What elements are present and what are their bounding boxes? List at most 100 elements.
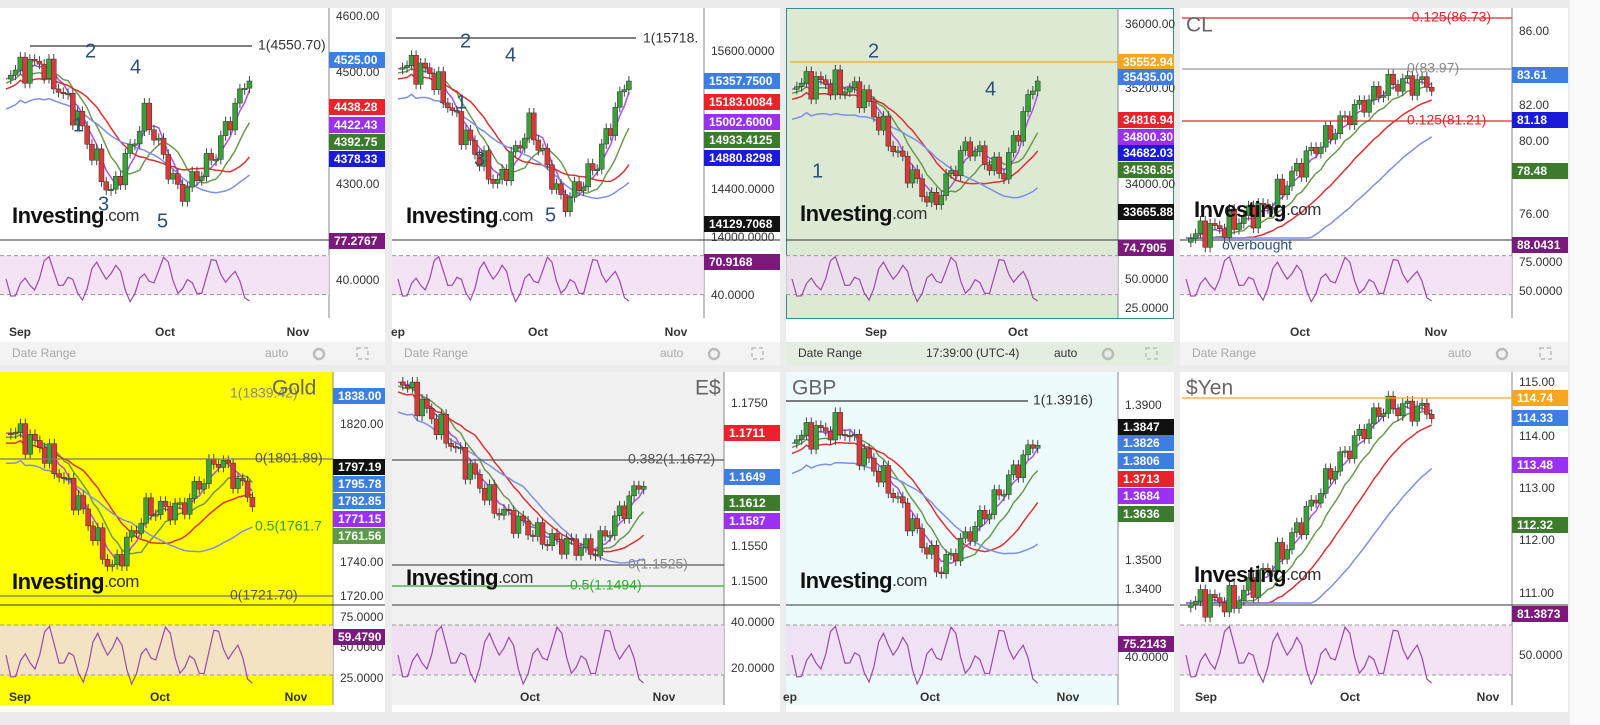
candle-body — [1318, 146, 1324, 154]
candle-body — [1327, 468, 1334, 480]
chart-panel: Investing.com 1(4550.70) 2 4 1 3 5 4600.00 4500.… — [0, 8, 385, 365]
candle-body — [1332, 470, 1339, 480]
auto-button[interactable]: auto — [1054, 346, 1078, 360]
candle-body — [153, 514, 159, 517]
candle-body — [986, 514, 993, 520]
rsi-axis-label: 50.0000 — [1519, 284, 1563, 298]
candle-body — [230, 462, 236, 489]
rsi-line — [397, 255, 630, 304]
candle-body — [1308, 147, 1314, 152]
x-axis-label: Nov — [287, 325, 310, 339]
price-axis-label: 14400.0000 — [711, 182, 775, 196]
price-tag — [724, 469, 780, 485]
chart-symbol: $Yen — [1186, 377, 1233, 400]
candle-body — [157, 501, 164, 515]
price-axis-label: 1720.00 — [340, 589, 384, 603]
candle-body — [1322, 125, 1329, 148]
candle-body — [626, 80, 632, 90]
logo-suffix: .com — [1286, 565, 1321, 584]
auto-button[interactable]: auto — [660, 346, 684, 360]
settings-button[interactable] — [312, 347, 326, 361]
annotation: 1(1839.42) — [230, 385, 298, 401]
price-tag — [1118, 419, 1174, 435]
candle-body — [914, 169, 920, 179]
price-tag-label: 4438.28 — [334, 100, 378, 114]
annotation: 4 — [505, 44, 516, 66]
price-tag-label: 34800.30 — [1123, 130, 1173, 144]
candle-body — [491, 484, 498, 514]
moving-average — [791, 441, 1039, 553]
date-range-button[interactable]: Date Range — [1192, 346, 1256, 360]
candle-body — [851, 81, 858, 89]
moving-average — [791, 461, 1039, 555]
candle-body — [847, 87, 853, 93]
candle-body — [399, 67, 406, 70]
candle-body — [1390, 395, 1396, 410]
candle-body — [1207, 223, 1213, 248]
candle-body — [1409, 400, 1416, 422]
fullscreen-button[interactable] — [1539, 347, 1552, 360]
price-tag — [333, 493, 385, 509]
candle-body — [1337, 115, 1343, 134]
rsi-band — [0, 625, 333, 675]
logo: Investing.com — [1194, 197, 1321, 222]
logo: Investing.com — [1194, 562, 1321, 587]
price-tag — [333, 388, 385, 404]
candle-body — [61, 476, 67, 479]
fullscreen-button[interactable] — [1145, 347, 1158, 360]
price-tag — [329, 52, 385, 68]
settings-button[interactable] — [1495, 347, 1509, 361]
logo-suffix: .com — [104, 206, 139, 225]
date-range-button[interactable]: Date Range — [404, 346, 468, 360]
candle-body — [422, 62, 428, 69]
candle-body — [1212, 223, 1218, 226]
auto-button[interactable]: auto — [1448, 346, 1472, 360]
candle-body — [602, 530, 608, 537]
date-range-button[interactable]: Date Range — [12, 346, 76, 360]
candle-body — [1371, 86, 1377, 101]
candle-body — [890, 145, 896, 152]
candle-body — [27, 58, 33, 84]
x-axis-label: Oct — [520, 690, 540, 704]
fullscreen-button[interactable] — [356, 347, 369, 360]
candle-body — [871, 101, 877, 118]
candle-body — [1380, 95, 1387, 98]
candle-body — [589, 163, 596, 171]
annotation: 3 — [98, 193, 109, 215]
price-tag — [704, 132, 780, 148]
settings-button[interactable] — [707, 347, 721, 361]
price-tag-label: 83.61 — [1517, 68, 1547, 82]
candle-body — [617, 91, 623, 108]
candle-body — [506, 508, 512, 511]
candle-body — [607, 535, 613, 538]
price-tag — [333, 528, 385, 544]
price-axis-label: 1.3500 — [1125, 553, 1162, 567]
price-tag — [1512, 457, 1568, 473]
candle-body — [222, 121, 229, 136]
candle-body — [558, 183, 564, 195]
candle-body — [563, 538, 570, 555]
date-range-button[interactable]: Date Range — [798, 346, 862, 360]
candle-body — [400, 381, 406, 386]
candle-body — [1279, 178, 1286, 195]
candle-body — [413, 55, 419, 85]
candle-body — [576, 181, 582, 192]
candle-body — [1337, 451, 1343, 472]
settings-button[interactable] — [1101, 347, 1115, 361]
annotation: 0.125(81.21) — [1407, 112, 1486, 128]
price-tag-label: 34682.03 — [1123, 146, 1173, 160]
chart-panel: Investing.com 1(1839.42) 0(1801.89) 0.5(176… — [0, 372, 385, 712]
auto-button[interactable]: auto — [265, 346, 289, 360]
candle-body — [612, 515, 618, 536]
fullscreen-button[interactable] — [751, 347, 764, 360]
candle-body — [1001, 494, 1007, 497]
price-axis-label: 1.1750 — [731, 396, 768, 410]
candle-body — [132, 143, 138, 146]
candle-body — [496, 513, 502, 516]
candle-body — [631, 485, 637, 497]
candle-body — [127, 143, 133, 154]
candle-body — [206, 458, 212, 485]
candle-body — [1385, 73, 1392, 96]
moving-average — [1186, 136, 1433, 239]
